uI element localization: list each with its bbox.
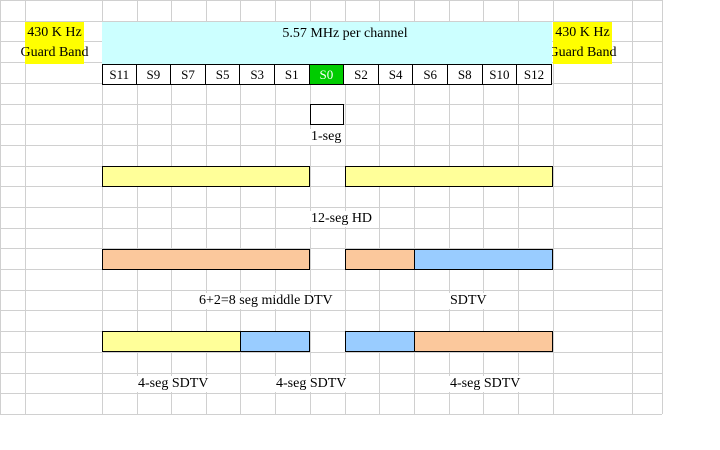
grid-line bbox=[0, 228, 662, 229]
grid-line bbox=[662, 0, 663, 414]
four-seg-label-b: 4-seg SDTV bbox=[275, 376, 348, 392]
segment-cell-s1: S1 bbox=[275, 64, 310, 85]
grid-line bbox=[0, 21, 662, 22]
right-guard-band-freq: 430 K Hz bbox=[555, 25, 610, 40]
one-seg-box bbox=[310, 104, 344, 125]
segment-cell-s9: S9 bbox=[136, 64, 172, 85]
middle-dtv-label: 6+2=8 seg middle DTV bbox=[198, 293, 334, 309]
segment-cell-s6: S6 bbox=[413, 64, 448, 85]
segment-cell-s11: S11 bbox=[102, 64, 137, 85]
channel-band: 5.57 MHz per channel bbox=[102, 22, 552, 64]
grid-line bbox=[0, 352, 662, 353]
segment-cell-s0: S0 bbox=[309, 64, 345, 85]
segment-cell-s3: S3 bbox=[240, 64, 275, 85]
right-guard-band: 430 K Hz Guard Band bbox=[548, 22, 617, 64]
segment-cell-s7: S7 bbox=[171, 64, 206, 85]
grid-line bbox=[0, 186, 662, 187]
four-seg-label-c: 4-seg SDTV bbox=[449, 376, 522, 392]
grid-line bbox=[0, 248, 662, 249]
four-seg-bar-a bbox=[102, 331, 241, 352]
grid-line bbox=[0, 373, 662, 374]
channel-label: 5.57 MHz per channel bbox=[282, 26, 408, 41]
middle-dtv-bar-right bbox=[345, 249, 415, 270]
segment-cell-s2: S2 bbox=[344, 64, 379, 85]
segment-cell-s8: S8 bbox=[448, 64, 483, 85]
right-guard-band-label: Guard Band bbox=[548, 45, 617, 60]
grid-line bbox=[0, 393, 662, 394]
grid-line bbox=[0, 207, 662, 208]
grid-line bbox=[0, 269, 662, 270]
grid-line bbox=[0, 145, 662, 146]
left-guard-band-label: Guard Band bbox=[20, 45, 89, 60]
grid-line bbox=[0, 414, 662, 415]
segment-cell-s4: S4 bbox=[378, 64, 414, 85]
hd-bar-left bbox=[102, 166, 310, 187]
four-seg-bar-c bbox=[345, 331, 415, 352]
four-seg-bar-b bbox=[240, 331, 310, 352]
grid-line bbox=[0, 310, 662, 311]
segment-cell-s5: S5 bbox=[205, 64, 241, 85]
four-seg-label-a: 4-seg SDTV bbox=[137, 376, 210, 392]
grid-line bbox=[0, 166, 662, 167]
four-seg-bar-d bbox=[414, 331, 553, 352]
one-seg-label: 1-seg bbox=[310, 129, 343, 145]
sdtv-label: SDTV bbox=[449, 293, 488, 309]
hd-bar-right bbox=[345, 166, 553, 187]
left-guard-band: 430 K Hz Guard Band bbox=[20, 22, 89, 64]
grid-line bbox=[0, 331, 662, 332]
sdtv-bar bbox=[414, 249, 553, 270]
left-guard-band-freq: 430 K Hz bbox=[27, 25, 82, 40]
hd-label: 12-seg HD bbox=[310, 211, 374, 227]
segment-cell-s10: S10 bbox=[482, 64, 518, 85]
middle-dtv-bar-left bbox=[102, 249, 310, 270]
grid-line bbox=[0, 0, 662, 1]
grid-line bbox=[0, 290, 662, 291]
segment-cell-s12: S12 bbox=[517, 64, 552, 85]
